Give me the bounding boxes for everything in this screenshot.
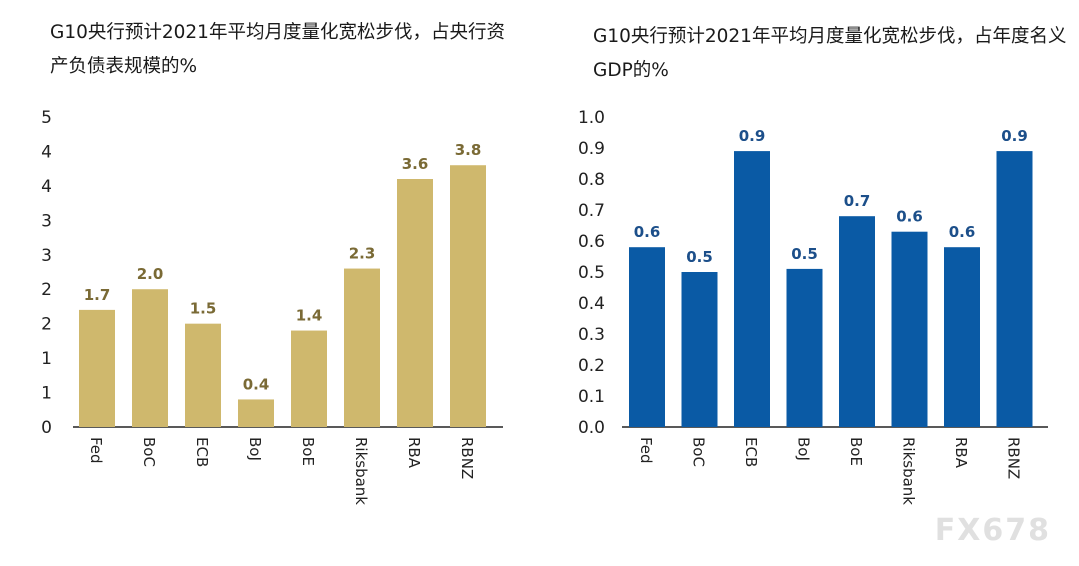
- data-label: 0.5: [791, 245, 818, 263]
- data-label: 0.9: [1001, 127, 1028, 145]
- bar-ecb: [734, 151, 770, 427]
- data-label: 0.4: [243, 375, 270, 393]
- y-tick-label: 1.0: [578, 108, 605, 128]
- category-label: BoJ: [246, 437, 264, 461]
- data-label: 2.3: [349, 245, 376, 263]
- y-tick-label: 0.8: [578, 170, 605, 190]
- category-label: BoE: [847, 437, 865, 466]
- bar-ecb: [185, 323, 221, 427]
- y-tick-label: 3: [41, 246, 52, 266]
- y-tick-label: 0.9: [578, 139, 605, 159]
- data-label: 1.5: [190, 300, 217, 318]
- watermark-logo: FX678: [934, 513, 1051, 548]
- y-tick-label: 4: [41, 177, 52, 197]
- bar-boe: [839, 216, 875, 427]
- bar-rbnz: [450, 165, 486, 427]
- y-tick-label: 0.1: [578, 387, 605, 407]
- y-tick-label: 2: [41, 315, 52, 335]
- category-label: BoC: [140, 437, 158, 467]
- y-tick-label: 1: [41, 384, 52, 404]
- right-bar-chart: 0.0 0.1 0.2 0.3 0.4 0.5 0.6 0.7 0.8 0.9 1.0 0.6 Fed 0…: [578, 108, 1048, 505]
- data-label: 0.6: [949, 223, 976, 241]
- bar-boc: [681, 272, 718, 427]
- y-tick-label: 0.7: [578, 201, 605, 221]
- category-label: Riksbank: [352, 437, 370, 505]
- bar-riksbank: [344, 268, 380, 427]
- category-label: BoE: [299, 437, 317, 466]
- y-tick-label: 3: [41, 211, 52, 231]
- left-chart-title: G10央行预计2021年平均月度量化宽松步伐，占央行资产负债表规模的%: [50, 22, 505, 77]
- bar-boc: [132, 289, 168, 427]
- bar-rbnz: [996, 151, 1033, 427]
- category-label: ECB: [193, 437, 211, 467]
- bar-fed: [79, 309, 115, 427]
- data-label: 0.7: [844, 192, 871, 210]
- bar-rba: [397, 179, 433, 427]
- category-label: Fed: [87, 437, 105, 464]
- y-tick-label: 0.4: [578, 294, 605, 314]
- category-label: RBNZ: [1005, 437, 1023, 479]
- y-tick-label: 0.2: [578, 356, 605, 376]
- category-label: ECB: [742, 437, 760, 467]
- category-label: RBA: [405, 437, 423, 469]
- y-tick-label: 4: [41, 142, 52, 162]
- category-label: Riksbank: [900, 437, 918, 505]
- bar-riksbank: [891, 231, 928, 427]
- category-label: BoJ: [795, 437, 813, 461]
- y-tick-label: 0.3: [578, 325, 605, 345]
- y-tick-label: 0.5: [578, 263, 605, 283]
- data-label: 0.6: [896, 208, 923, 226]
- data-label: 1.7: [84, 286, 111, 304]
- y-tick-label: 5: [41, 108, 52, 128]
- y-tick-label: 0: [41, 418, 52, 438]
- data-label: 0.9: [739, 127, 766, 145]
- category-label: Fed: [637, 437, 655, 464]
- bar-fed: [629, 247, 665, 427]
- data-label: 3.8: [455, 141, 482, 159]
- left-bar-chart: 0 1 1 2 2 3 3 4 4 5 1.7 Fed 2.0 BoC 1.5 ECB 0.4 BoJ 1.4 BoE…: [41, 108, 503, 505]
- y-tick-label: 0.6: [578, 232, 605, 252]
- y-tick-label: 2: [41, 280, 52, 300]
- data-label: 2.0: [137, 265, 164, 283]
- data-label: 3.6: [402, 155, 429, 173]
- bar-rba: [944, 247, 980, 427]
- y-tick-label: 0.0: [578, 418, 605, 438]
- bar-boj: [238, 399, 274, 427]
- right-chart-title: G10央行预计2021年平均月度量化宽松步伐，占年度名义GDP的%: [593, 26, 1067, 81]
- category-label: RBA: [952, 437, 970, 469]
- category-label: RBNZ: [458, 437, 476, 479]
- category-label: BoC: [690, 437, 708, 467]
- bar-boj: [786, 268, 823, 427]
- data-label: 0.5: [686, 248, 713, 266]
- data-label: 1.4: [296, 307, 323, 325]
- data-label: 0.6: [634, 223, 661, 241]
- bar-boe: [291, 330, 327, 427]
- y-tick-label: 1: [41, 349, 52, 369]
